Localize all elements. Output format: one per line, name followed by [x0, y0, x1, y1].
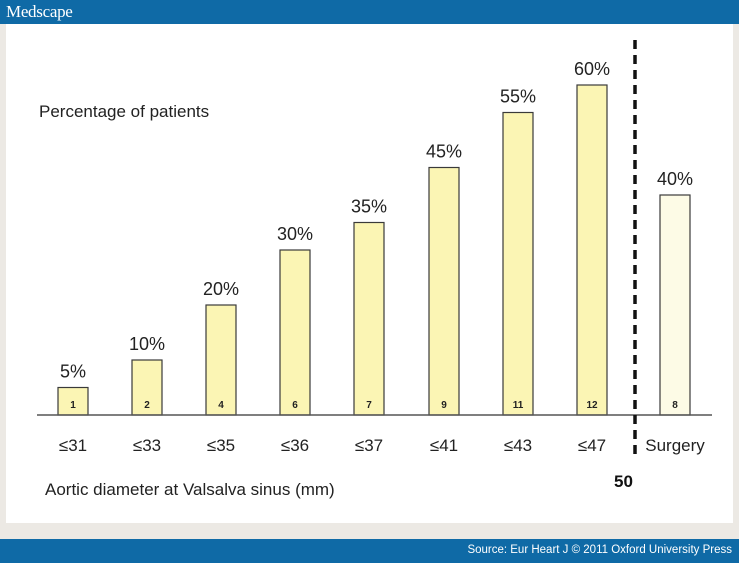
threshold-label: 50	[614, 472, 633, 491]
value-label-8: 60%	[574, 59, 610, 79]
tick-label-1: ≤31	[59, 436, 87, 455]
bar-3	[205, 304, 237, 416]
bars-layer: 5% 1 ≤31 10% 2 ≤33 20% 4 ≤35 30% 6 ≤36 35% 7 ≤37 45% 9 ≤4…	[57, 59, 705, 455]
count-label-6: 9	[441, 400, 447, 411]
value-label-5: 35%	[351, 197, 387, 217]
tick-label-5: ≤37	[355, 436, 383, 455]
bar-2	[131, 359, 163, 416]
bar-1	[57, 386, 89, 416]
bar-4	[279, 249, 311, 416]
value-label-9: 40%	[657, 169, 693, 189]
count-label-1: 1	[70, 400, 76, 411]
source-credit: Source: Eur Heart J © 2011 Oxford Univer…	[467, 544, 732, 556]
tick-label-2: ≤33	[133, 436, 161, 455]
tick-label-9: Surgery	[645, 436, 705, 455]
count-label-7: 11	[513, 400, 524, 411]
count-label-8: 12	[586, 400, 598, 411]
tick-label-6: ≤41	[430, 436, 458, 455]
count-label-5: 7	[366, 400, 372, 411]
bar-7	[502, 111, 534, 416]
value-label-2: 10%	[129, 334, 165, 354]
tick-label-7: ≤43	[504, 436, 532, 455]
value-label-7: 55%	[500, 87, 536, 107]
bar-9	[659, 194, 691, 416]
bar-6	[428, 166, 460, 416]
count-label-2: 2	[144, 400, 150, 411]
x-axis-label: Aortic diameter at Valsalva sinus (mm)	[45, 480, 335, 499]
tick-label-4: ≤36	[281, 436, 309, 455]
tick-label-8: ≤47	[578, 436, 606, 455]
footer-bar: Source: Eur Heart J © 2011 Oxford Univer…	[0, 539, 739, 563]
tick-label-3: ≤35	[207, 436, 235, 455]
value-label-4: 30%	[277, 224, 313, 244]
count-label-4: 6	[292, 400, 298, 411]
header-bar: Medscape	[0, 0, 739, 24]
bar-5	[353, 221, 385, 416]
count-label-9: 8	[672, 400, 678, 411]
chart-title: Percentage of patients	[39, 102, 209, 121]
value-label-3: 20%	[203, 279, 239, 299]
value-label-6: 45%	[426, 142, 462, 162]
count-label-3: 4	[218, 400, 224, 411]
value-label-1: 5%	[60, 362, 86, 382]
medscape-logo: Medscape	[6, 2, 73, 21]
bar-8	[576, 84, 608, 416]
